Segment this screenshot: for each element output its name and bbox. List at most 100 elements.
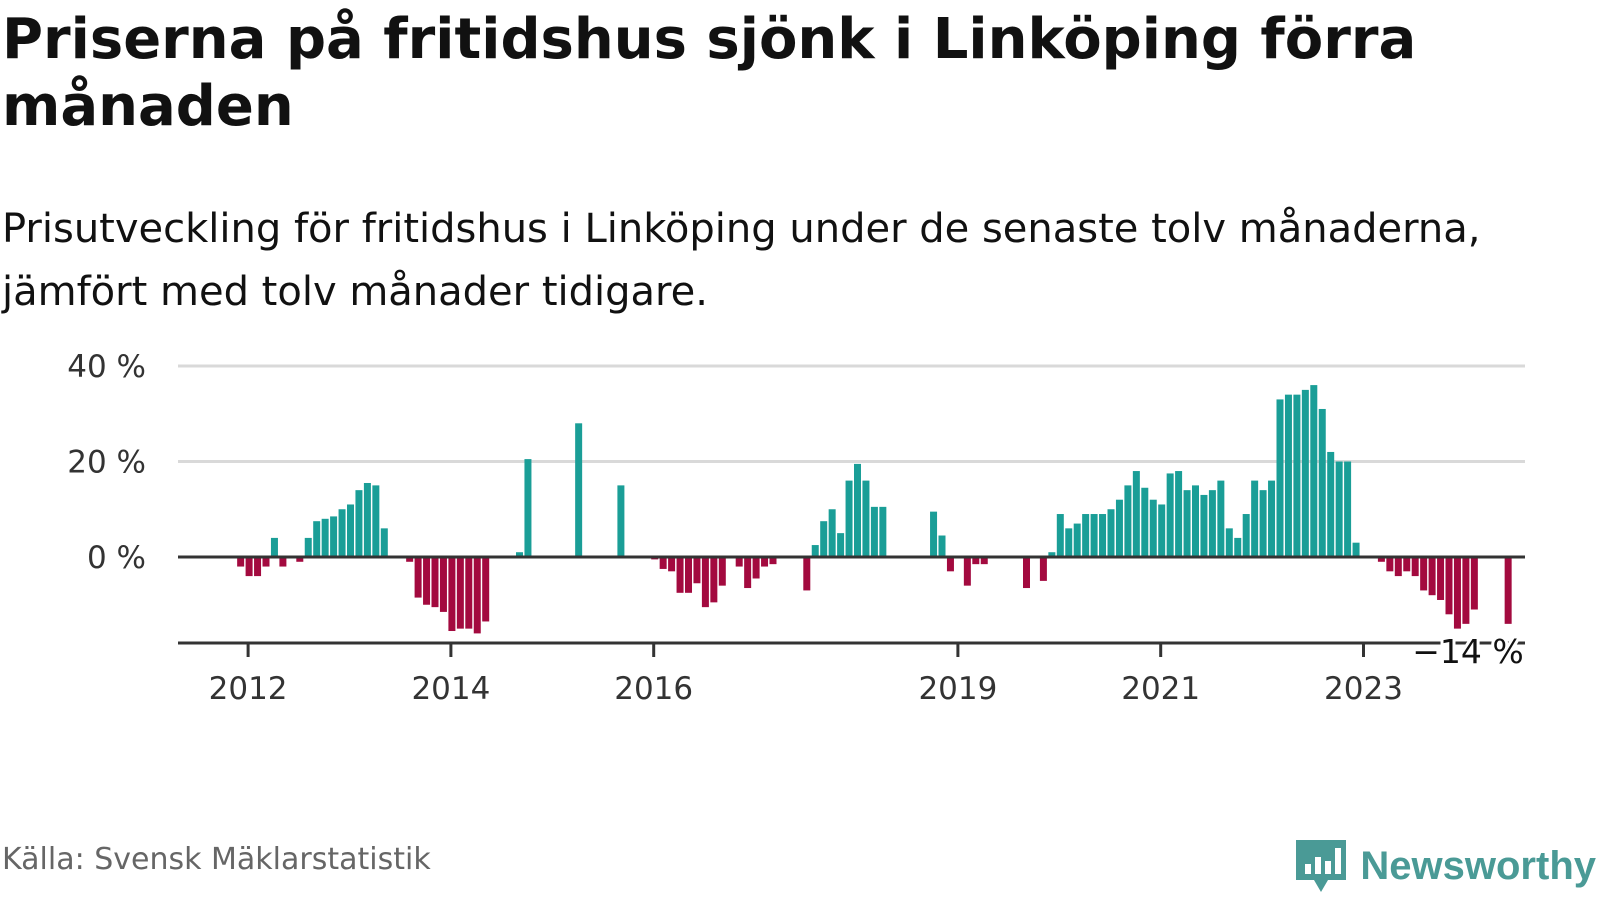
last-value-label: −14 % — [1412, 632, 1524, 671]
bar — [710, 557, 718, 603]
bar — [414, 557, 422, 598]
bar — [769, 557, 777, 565]
bar — [854, 463, 861, 557]
bar — [930, 511, 938, 557]
bar — [862, 480, 870, 557]
bar — [938, 535, 946, 557]
bar — [811, 545, 819, 557]
bar — [431, 557, 439, 608]
bar — [803, 557, 811, 591]
bar — [1445, 557, 1453, 615]
bar — [330, 516, 338, 557]
bar — [1107, 509, 1115, 557]
x-tick-label: 2016 — [614, 671, 693, 707]
bar — [1318, 408, 1326, 557]
source-note: Källa: Svensk Mäklarstatistik — [2, 842, 431, 877]
bar — [1242, 514, 1250, 557]
bar — [1149, 499, 1157, 557]
bar — [245, 557, 253, 577]
bar — [270, 537, 278, 557]
bar — [761, 557, 769, 567]
axis-layer: 0 % 20 % 40 % 2012 2014 2016 2019 2021 2023−14 % — [67, 349, 1527, 707]
bar — [980, 557, 988, 565]
x-tick-label: 2021 — [1121, 671, 1200, 707]
bar — [1301, 389, 1309, 558]
bar — [372, 485, 380, 558]
bar — [1344, 461, 1352, 557]
bar — [262, 557, 270, 567]
bar — [1437, 557, 1445, 600]
newsworthy-chart-icon — [1296, 840, 1347, 892]
bar — [870, 506, 878, 557]
bar — [1453, 557, 1461, 629]
bars-layer — [237, 385, 1512, 634]
bar — [355, 490, 363, 557]
bar — [701, 557, 709, 608]
bar — [1099, 514, 1107, 557]
bar — [685, 557, 692, 593]
x-tick-label: 2019 — [918, 671, 997, 707]
bar — [296, 557, 304, 562]
bar — [1284, 394, 1292, 557]
bar — [1335, 461, 1343, 557]
bar — [347, 504, 354, 557]
bar — [1039, 557, 1047, 581]
bar — [439, 557, 447, 612]
bar — [524, 459, 532, 557]
x-tick-label: 2023 — [1324, 671, 1403, 707]
bar — [1470, 557, 1478, 610]
bar — [448, 557, 456, 632]
bar — [668, 557, 676, 572]
bar — [1234, 537, 1242, 557]
bar — [338, 509, 346, 557]
bar — [676, 557, 684, 593]
bar — [1056, 514, 1064, 557]
bar — [237, 557, 245, 567]
bar — [1225, 528, 1233, 557]
chart-title: Priserna på fritidshus sjönk i Linköping… — [2, 7, 1417, 139]
grid-layer — [178, 364, 1525, 463]
bar — [465, 557, 473, 629]
bar — [321, 518, 329, 557]
y-tick-label: 40 % — [67, 349, 146, 385]
bar — [363, 482, 371, 557]
bar — [1200, 494, 1208, 557]
bar — [845, 480, 853, 557]
chart-subtitle: Prisutveckling för fritidshus i Linköpin… — [2, 206, 1481, 315]
bar — [1023, 557, 1030, 589]
newsworthy-logo[interactable]: Newsworthy — [1294, 838, 1596, 894]
bar — [304, 537, 312, 557]
bar — [1048, 552, 1056, 557]
bar — [1293, 394, 1301, 557]
bar — [1073, 523, 1081, 557]
bar — [659, 557, 667, 569]
bar — [1132, 471, 1140, 557]
bar — [693, 557, 701, 584]
x-tick-label: 2014 — [411, 671, 490, 707]
bar — [1377, 557, 1385, 562]
bar — [482, 557, 490, 622]
bar — [1192, 485, 1199, 558]
bar — [1158, 504, 1166, 557]
bar — [1259, 490, 1267, 557]
bar — [820, 521, 828, 557]
bar — [1428, 557, 1436, 596]
y-tick-label: 0 % — [87, 540, 146, 576]
bar — [1166, 473, 1174, 557]
bar — [879, 506, 887, 557]
bar — [1124, 485, 1132, 558]
bar — [1420, 557, 1428, 591]
bar — [1217, 480, 1225, 557]
bar — [1394, 557, 1402, 577]
bar — [1276, 399, 1284, 557]
bar — [1175, 471, 1183, 557]
bar — [1268, 480, 1276, 557]
bar — [1251, 480, 1259, 557]
bar — [1208, 490, 1216, 557]
bar — [946, 557, 954, 572]
bar — [1504, 557, 1512, 624]
bar — [1141, 487, 1149, 557]
bar — [972, 557, 980, 565]
bar — [423, 557, 431, 605]
bar — [828, 509, 836, 557]
